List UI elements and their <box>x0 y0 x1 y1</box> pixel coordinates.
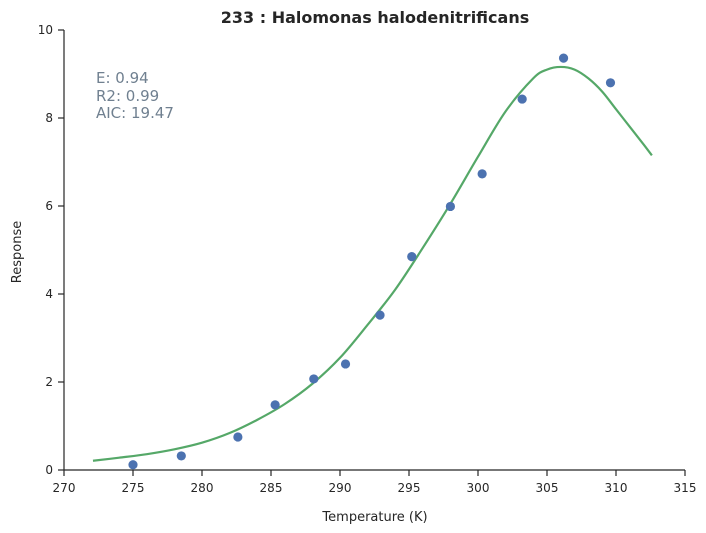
y-axis-ticks: 0 2 4 6 8 10 <box>38 23 64 477</box>
data-point <box>445 201 455 212</box>
y-tick-label: 6 <box>45 199 53 213</box>
chart-title: 233 : Halomonas halodenitrificans <box>221 8 529 27</box>
stat-r2: R2: 0.99 <box>96 87 159 105</box>
y-tick-label: 10 <box>38 23 53 37</box>
stat-aic: AIC: 19.47 <box>96 104 174 122</box>
data-point <box>477 169 487 179</box>
x-tick-label: 305 <box>536 481 559 495</box>
data-point <box>517 94 527 104</box>
data-point <box>340 359 351 369</box>
x-axis-label: Temperature (K) <box>321 510 427 525</box>
data-points-group <box>128 53 616 470</box>
x-tick-label: 280 <box>191 481 214 495</box>
y-axis-label: Response <box>10 221 25 283</box>
data-point <box>605 78 616 88</box>
x-tick-label: 270 <box>53 481 76 495</box>
x-tick-label: 285 <box>260 481 283 495</box>
data-point <box>128 460 138 470</box>
x-tick-label: 295 <box>398 481 421 495</box>
stats-annotation: E: 0.94 R2: 0.99 AIC: 19.47 <box>96 69 174 122</box>
y-tick-label: 4 <box>45 287 53 301</box>
stat-e: E: 0.94 <box>96 69 149 87</box>
y-tick-label: 0 <box>45 463 53 477</box>
x-axis-ticks: 270 275 280 285 290 295 300 305 310 315 <box>53 470 697 495</box>
fit-line-group <box>92 65 653 462</box>
data-point <box>407 252 417 262</box>
y-tick-label: 8 <box>45 111 53 125</box>
x-tick-label: 275 <box>122 481 145 495</box>
data-point <box>233 432 243 442</box>
data-point <box>270 400 280 410</box>
x-tick-label: 310 <box>605 481 628 495</box>
data-point <box>375 310 385 320</box>
data-point <box>309 374 319 384</box>
data-point <box>176 451 186 461</box>
x-tick-label: 300 <box>467 481 490 495</box>
fit-line <box>92 65 653 462</box>
data-point <box>558 53 569 63</box>
x-tick-label: 290 <box>329 481 352 495</box>
y-tick-label: 2 <box>45 375 53 389</box>
x-tick-label: 315 <box>674 481 697 495</box>
